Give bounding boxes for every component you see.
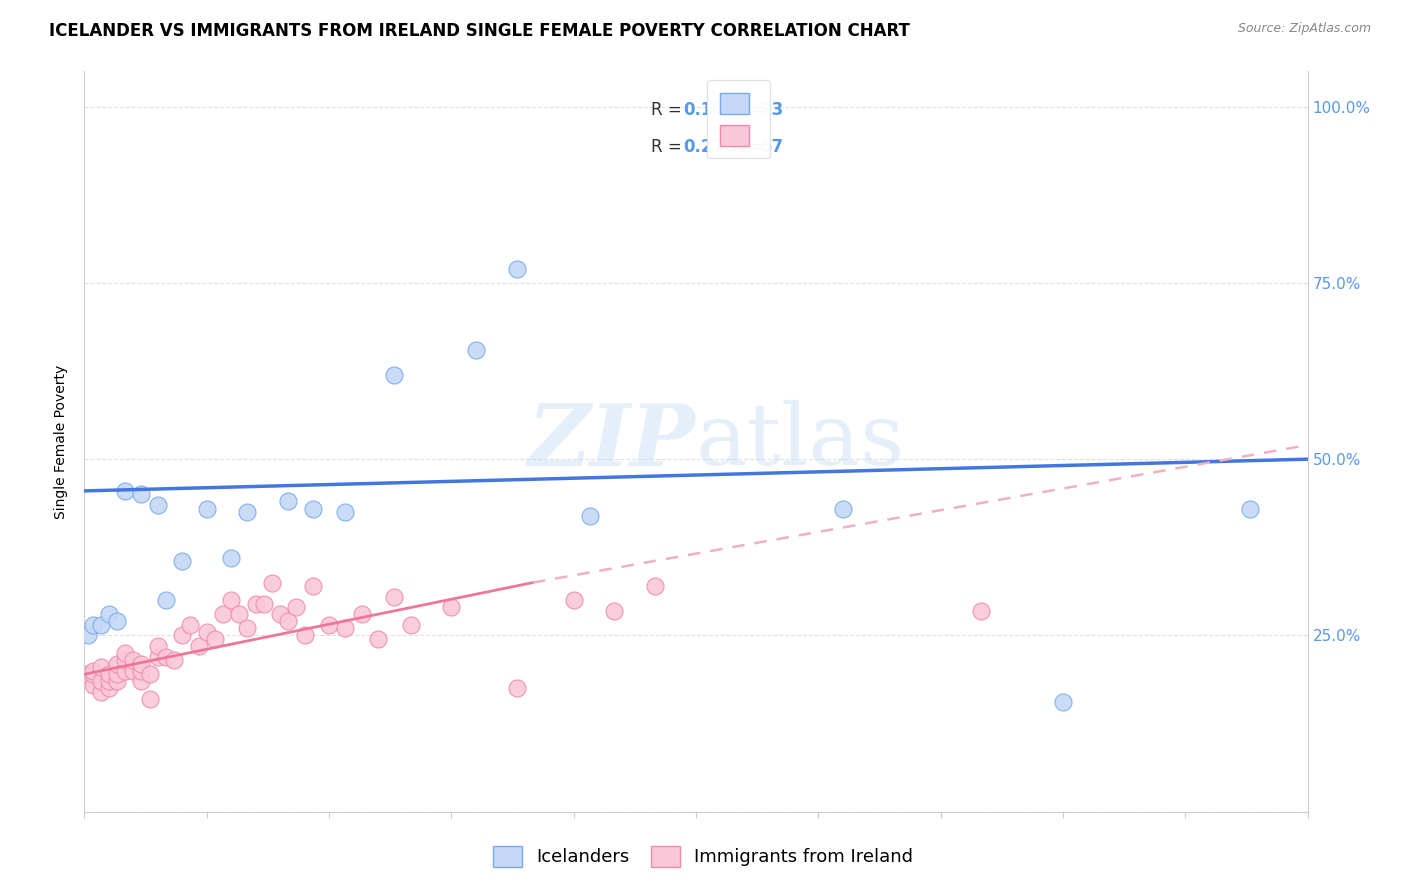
Point [105, 615, 128, 629]
Point [301, 501, 323, 516]
Point [301, 579, 323, 593]
Point [90, 685, 112, 699]
Point [204, 632, 226, 646]
Point [172, 554, 194, 568]
Point [114, 664, 136, 678]
Text: N =: N = [733, 138, 769, 156]
Point [97, 681, 120, 696]
Point [131, 674, 153, 689]
Point [131, 487, 153, 501]
Point [163, 653, 186, 667]
Point [105, 674, 128, 689]
Point [77, 671, 100, 685]
Legend: , : , [707, 80, 770, 158]
Point [155, 593, 177, 607]
Point [562, 593, 585, 607]
Point [179, 618, 201, 632]
Point [245, 597, 267, 611]
Point [970, 604, 993, 618]
Point [831, 501, 853, 516]
Point [146, 498, 169, 512]
Point [579, 508, 602, 523]
Point [505, 261, 527, 276]
Point [105, 667, 128, 681]
Point [260, 575, 283, 590]
Point [97, 674, 120, 689]
Point [464, 343, 486, 357]
Point [212, 607, 235, 622]
Point [505, 681, 527, 696]
Legend: Icelanders, Immigrants from Ireland: Icelanders, Immigrants from Ireland [485, 838, 921, 874]
Text: N =: N = [733, 101, 769, 119]
Text: Source: ZipAtlas.com: Source: ZipAtlas.com [1237, 22, 1371, 36]
Point [114, 483, 136, 498]
Point [146, 639, 169, 653]
Text: R =: R = [651, 138, 686, 156]
Point [269, 607, 291, 622]
Point [277, 494, 299, 508]
Point [76, 667, 98, 681]
Text: atlas: atlas [696, 400, 905, 483]
Point [318, 618, 340, 632]
Text: 23: 23 [761, 101, 785, 119]
Point [1052, 695, 1074, 709]
Point [219, 593, 242, 607]
Point [644, 579, 666, 593]
Point [236, 621, 259, 635]
Point [82, 678, 104, 692]
Point [138, 667, 160, 681]
Point [105, 657, 128, 671]
Point [382, 590, 405, 604]
Point [122, 664, 145, 678]
Point [187, 639, 209, 653]
Point [399, 618, 422, 632]
Point [440, 600, 463, 615]
Point [90, 674, 112, 689]
Text: 0.101: 0.101 [683, 101, 737, 119]
Text: 57: 57 [761, 138, 785, 156]
Point [82, 664, 104, 678]
Point [367, 632, 389, 646]
Point [114, 653, 136, 667]
Point [97, 607, 120, 622]
Point [82, 667, 104, 681]
Text: R =: R = [651, 101, 686, 119]
Text: ZIP: ZIP [529, 400, 696, 483]
Point [335, 505, 357, 519]
Point [382, 368, 405, 382]
Point [335, 621, 357, 635]
Point [131, 657, 153, 671]
Point [253, 597, 276, 611]
Point [90, 660, 112, 674]
Point [97, 667, 120, 681]
Point [1239, 501, 1261, 516]
Point [131, 664, 153, 678]
Point [114, 646, 136, 660]
Point [294, 628, 316, 642]
Text: 0.278: 0.278 [683, 138, 737, 156]
Point [603, 604, 626, 618]
Point [155, 649, 177, 664]
Y-axis label: Single Female Poverty: Single Female Poverty [55, 365, 69, 518]
Point [285, 600, 308, 615]
Point [172, 628, 194, 642]
Point [146, 649, 169, 664]
Point [195, 624, 218, 639]
Point [350, 607, 373, 622]
Point [90, 618, 112, 632]
Point [122, 653, 145, 667]
Point [228, 607, 250, 622]
Text: ICELANDER VS IMMIGRANTS FROM IRELAND SINGLE FEMALE POVERTY CORRELATION CHART: ICELANDER VS IMMIGRANTS FROM IRELAND SIN… [49, 22, 910, 40]
Point [236, 505, 259, 519]
Point [138, 692, 160, 706]
Point [219, 550, 242, 565]
Point [77, 628, 100, 642]
Point [195, 501, 218, 516]
Point [277, 615, 299, 629]
Point [82, 618, 104, 632]
